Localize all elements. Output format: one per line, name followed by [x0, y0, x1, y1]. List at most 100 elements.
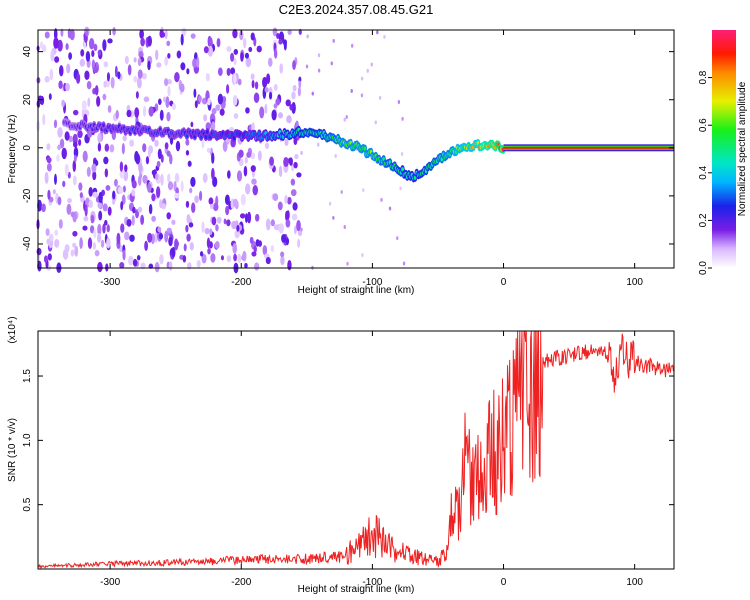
- spectrogram-noise-cell: [102, 223, 106, 234]
- spectrogram-noise-cell: [350, 43, 354, 48]
- spectrogram-noise-cell: [189, 242, 194, 251]
- spectrogram-noise-cell: [90, 214, 95, 224]
- spectrogram-noise-cell: [53, 28, 58, 40]
- spectrogram-noise-cell: [124, 55, 129, 65]
- spectrogram-noise-cell: [154, 261, 160, 273]
- spectrogram-noise-cell: [180, 33, 184, 46]
- spectrogram-noise-cell: [138, 50, 144, 59]
- spectrogram-noise-cell: [70, 211, 75, 218]
- spectrogram-noise-cell: [131, 215, 135, 226]
- spectrogram-noise-cell: [103, 156, 109, 165]
- spectrogram-y-tick-label: -20: [22, 188, 33, 203]
- spectrogram-noise-cell: [98, 191, 103, 203]
- spectrogram-noise-cell: [209, 228, 213, 236]
- spectrogram-noise-cell: [103, 80, 107, 88]
- spectrogram-noise-cell: [237, 253, 242, 264]
- spectrogram-noise-cell: [46, 238, 51, 245]
- spectrogram-noise-cell: [273, 224, 279, 231]
- spectrogram-noise-cell: [98, 210, 103, 221]
- spectrogram-noise-cell: [222, 140, 228, 152]
- spectrogram-noise-cell: [239, 213, 246, 219]
- spectrogram-noise-cell: [211, 152, 215, 164]
- spectrogram-noise-cell: [159, 199, 163, 209]
- spectrogram-noise-cell: [225, 205, 230, 216]
- spectrogram-noise-cell: [161, 32, 166, 38]
- spectrogram-noise-cell: [85, 51, 91, 62]
- spectrogram-noise-cell: [54, 238, 60, 248]
- spectrogram-noise-cell: [400, 152, 404, 157]
- spectrogram-noise-cell: [72, 175, 77, 186]
- spectrogram-noise-cell: [185, 200, 190, 208]
- spectrogram-noise-cell: [65, 83, 70, 92]
- spectrogram-noise-cell: [155, 49, 159, 61]
- spectrogram-noise-cell: [250, 73, 255, 80]
- spectrogram-noise-cell: [54, 56, 60, 63]
- spectrogram-noise-cell: [257, 240, 263, 247]
- spectrogram-noise-cell: [46, 156, 52, 164]
- spectrogram-noise-cell: [190, 33, 196, 39]
- spectrogram-noise-cell: [269, 156, 274, 166]
- spectrogram-noise-cell: [297, 86, 301, 97]
- spectrogram-noise-cell: [166, 79, 172, 85]
- spectrogram-noise-cell: [164, 56, 169, 66]
- spectrogram-noise-cell: [148, 203, 153, 215]
- spectrogram-noise-cell: [131, 179, 137, 189]
- spectrogram-noise-cell: [199, 190, 203, 201]
- spectrogram-noise-cell: [105, 263, 109, 272]
- spectrogram-x-tick-label: 0: [501, 277, 507, 288]
- spectrogram-noise-cell: [44, 31, 50, 39]
- spectrogram-noise-cell: [214, 241, 220, 249]
- spectrogram-noise-cell: [233, 57, 237, 66]
- spectrogram-noise-cell: [167, 53, 171, 59]
- spectrogram-noise-cell: [106, 72, 110, 82]
- spectrogram-x-axis-title: Height of straight line (km): [298, 285, 415, 296]
- spectrogram-noise-cell: [244, 213, 248, 224]
- spectrogram-noise-cell: [141, 72, 147, 80]
- spectrogram-noise-cell: [174, 72, 180, 83]
- spectrogram-y-tick-label: 20: [22, 94, 33, 106]
- spectrogram-noise-cell: [401, 116, 404, 121]
- spectrogram-noise-cell: [244, 262, 248, 269]
- spectrogram-noise-cell: [107, 105, 112, 113]
- spectrogram-noise-cell: [145, 156, 150, 165]
- snr-frame: [37, 330, 675, 570]
- spectrogram-noise-cell: [121, 194, 126, 205]
- spectrogram-noise-cell: [305, 64, 309, 69]
- spectrogram-noise-cell: [39, 41, 44, 49]
- spectrogram-noise-cell: [86, 81, 92, 90]
- spectrogram-frame: [37, 29, 675, 269]
- spectrogram-noise-cell: [275, 98, 281, 106]
- snr-y-axis-title: SNR (10 * v/v): [7, 418, 18, 482]
- spectrogram-noise-cell: [186, 68, 190, 75]
- spectrogram-noise-cell: [265, 256, 271, 265]
- spectrogram-noise-cell: [114, 178, 118, 187]
- spectrogram-noise-cell: [361, 253, 364, 258]
- spectrogram-noise-cell: [233, 73, 237, 84]
- spectrogram-noise-cell: [211, 216, 217, 226]
- spectrogram-noise-cell: [225, 84, 230, 94]
- spectrogram-noise-cell: [147, 183, 152, 193]
- spectrogram-noise-cell: [265, 142, 269, 150]
- spectrogram-noise-cell: [171, 219, 176, 225]
- spectrogram-noise-cell: [88, 37, 95, 50]
- spectrogram-noise-cell: [137, 57, 142, 67]
- spectrogram-noise-cell: [52, 189, 56, 195]
- spectrogram-noise-cell: [215, 104, 221, 112]
- spectrogram-noise-cell: [66, 63, 71, 74]
- spectrogram-noise-cell: [208, 197, 214, 205]
- spectrogram-y-axis-title: Frequency (Hz): [7, 115, 18, 184]
- spectrogram-noise-cell: [120, 223, 125, 233]
- spectrogram-noise-cell: [284, 138, 289, 147]
- spectrogram-noise-cell: [105, 185, 111, 191]
- spectrogram-noise-cell: [97, 201, 103, 209]
- spectrogram-noise-cell: [142, 105, 147, 117]
- spectrogram-noise-cell: [41, 203, 46, 213]
- spectrogram-noise-cell: [72, 109, 79, 116]
- snr-x-tick-label: 100: [626, 577, 643, 588]
- spectrogram-noise-cell: [374, 120, 377, 125]
- spectrogram-noise-cell: [253, 245, 257, 253]
- colorbar-tick-label: 0.4: [698, 165, 709, 179]
- spectrogram-noise-cell: [166, 40, 171, 47]
- spectrogram-noise-cell: [119, 261, 125, 269]
- spectrogram-noise-cell: [254, 81, 259, 90]
